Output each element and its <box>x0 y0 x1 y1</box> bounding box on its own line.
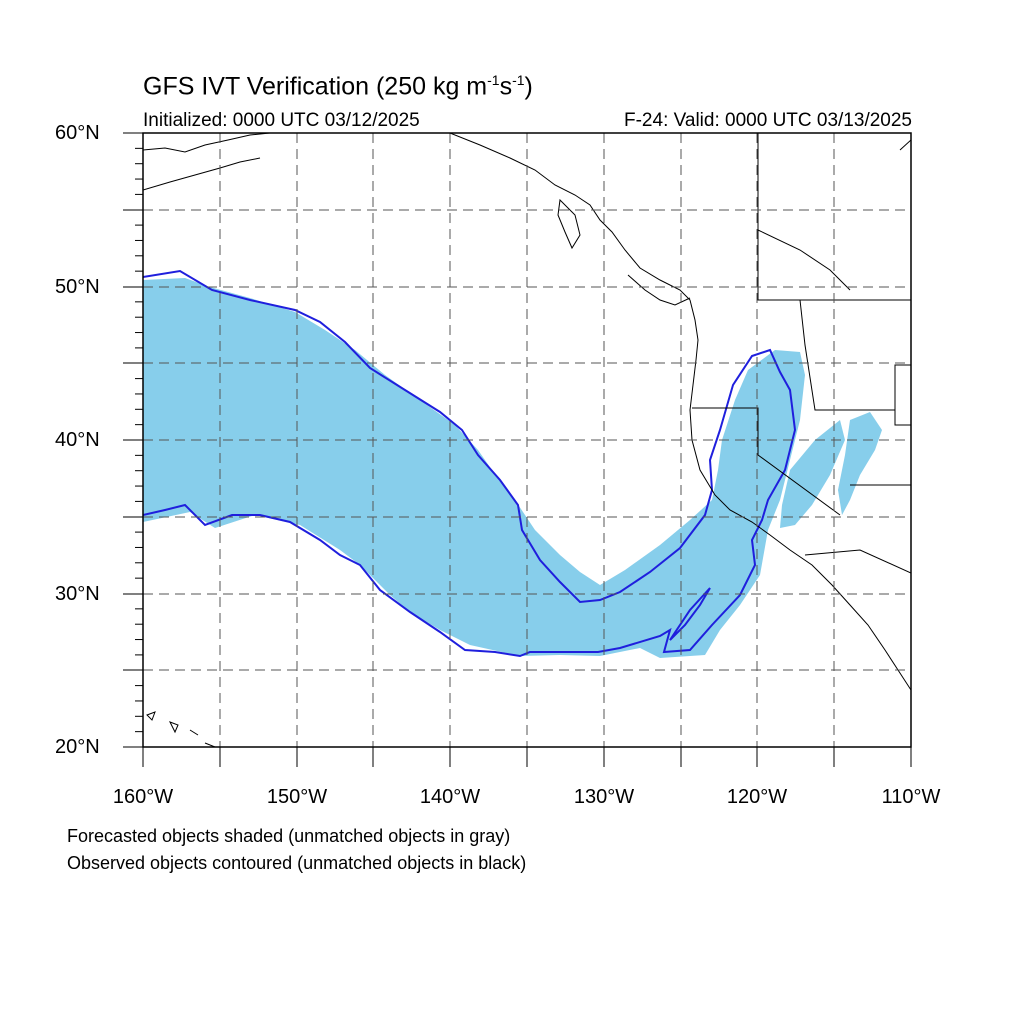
coastlines <box>143 133 911 747</box>
forecast-object-east-2 <box>838 412 882 515</box>
observed-object-inner-loop <box>669 587 711 641</box>
valid-time-label: F-24: Valid: 0000 UTC 03/13/2025 <box>624 110 912 131</box>
lon-label-140w: 140°W <box>419 786 481 808</box>
axis-ticks <box>123 132 912 767</box>
lon-label-110w: 110°W <box>881 786 941 808</box>
grid <box>143 133 911 747</box>
lat-label-30: 30°N <box>55 583 100 605</box>
forecast-object-main <box>143 278 805 658</box>
forecast-object-east-1 <box>780 420 845 528</box>
lon-label-130w: 130°W <box>573 786 635 808</box>
lon-label-160w: 160°W <box>112 786 174 808</box>
map-title: GFS IVT Verification (250 kg m-1s-1) <box>143 72 533 101</box>
observed-legend-text: Observed objects contoured (unmatched ob… <box>67 853 527 873</box>
lat-label-40: 40°N <box>55 429 100 451</box>
lon-label-150w: 150°W <box>266 786 328 808</box>
lat-label-20: 20°N <box>55 736 100 758</box>
initialized-label: Initialized: 0000 UTC 03/12/2025 <box>143 110 420 131</box>
lon-label-120w: 120°W <box>726 786 788 808</box>
forecast-legend-text: Forecasted objects shaded (unmatched obj… <box>67 826 511 846</box>
lat-label-50: 50°N <box>55 276 100 298</box>
lat-label-60: 60°N <box>55 122 100 144</box>
minor-ticks <box>135 147 143 733</box>
observed-object-contour <box>143 269 797 658</box>
